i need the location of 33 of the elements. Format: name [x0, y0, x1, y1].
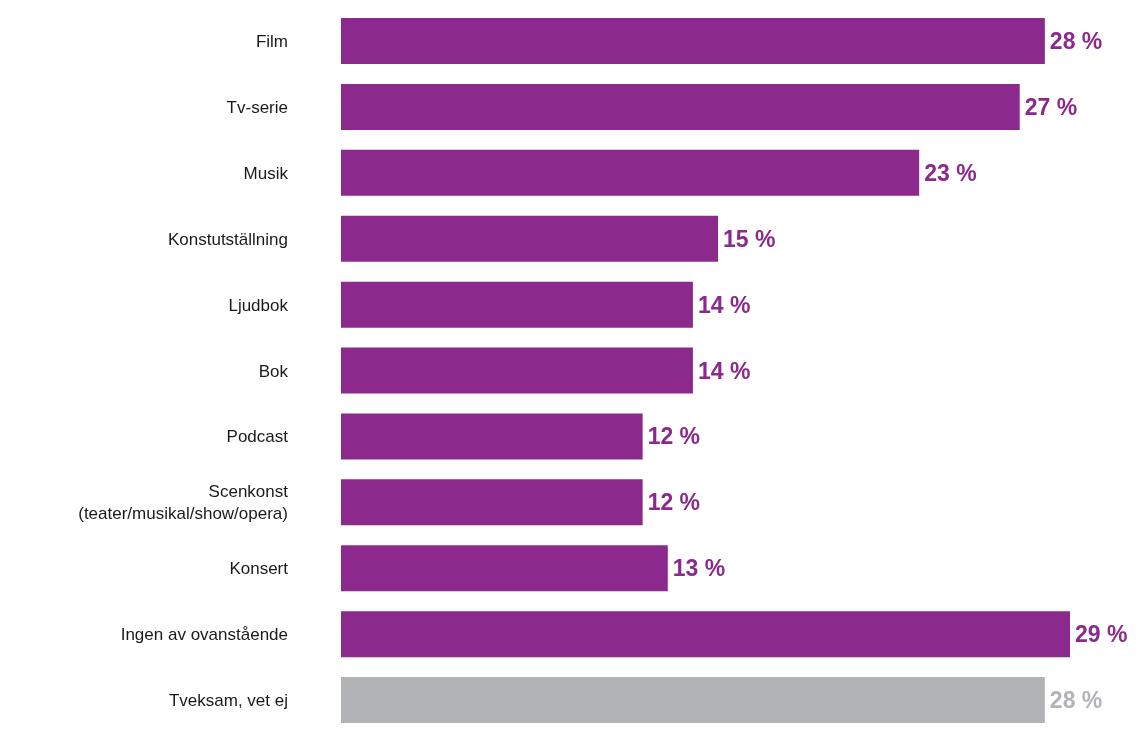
data-label: 23 % — [924, 159, 977, 186]
bar — [341, 215, 719, 262]
bar — [341, 83, 1020, 130]
bar — [341, 611, 1070, 658]
y-tick-label: Podcast — [226, 426, 289, 446]
y-tick-label: Bok — [258, 361, 289, 380]
bar — [341, 677, 1045, 724]
data-label: 28 % — [1049, 687, 1103, 714]
data-label: 28 % — [1049, 28, 1103, 54]
y-tick-label: Konsert — [229, 558, 289, 578]
data-label: 13 % — [672, 555, 726, 582]
bar — [341, 18, 1045, 64]
data-label: 27 % — [1024, 93, 1078, 120]
bar — [341, 347, 693, 394]
y-tick-label: Ingen av ovanstående — [120, 624, 288, 644]
y-tick-label: Musik — [243, 163, 289, 183]
data-label: 12 % — [647, 423, 701, 450]
data-label: 14 % — [697, 291, 751, 318]
bar — [341, 545, 668, 592]
bar — [341, 281, 693, 328]
bar — [341, 413, 643, 460]
data-label: 14 % — [697, 357, 751, 384]
bar — [341, 479, 643, 526]
data-label: 15 % — [723, 225, 776, 252]
y-tick-label: Film — [255, 31, 288, 51]
data-label: 29 % — [1075, 621, 1128, 648]
y-tick-label: Konstutställning — [167, 229, 288, 249]
y-tick-label: Tv-serie — [226, 97, 288, 117]
y-tick-label: Tveksam, vet ej — [168, 690, 288, 710]
y-tick-label: Scenkonst (teater/musikal/show/opera) — [78, 481, 289, 523]
y-tick-label: Ljudbok — [228, 295, 289, 315]
data-label: 12 % — [647, 489, 701, 516]
bar — [341, 149, 920, 196]
